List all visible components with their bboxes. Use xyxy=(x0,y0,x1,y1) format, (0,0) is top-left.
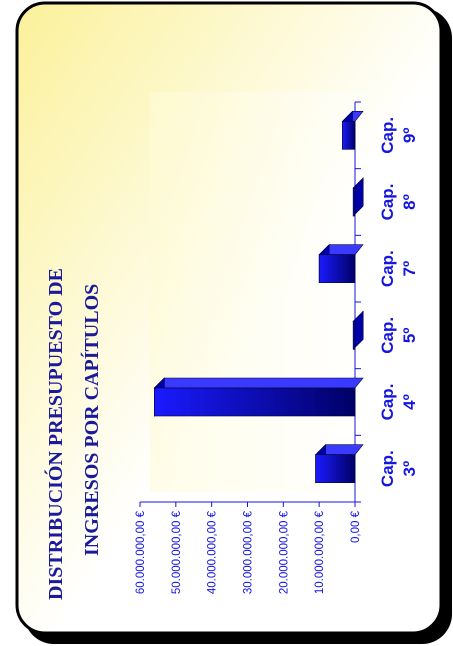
category-label-line-2: 8º xyxy=(400,194,419,210)
bar xyxy=(352,187,356,217)
category-label: Cap. 8º xyxy=(378,184,419,221)
category-label-line-1: Cap. xyxy=(378,184,397,221)
bar xyxy=(154,387,356,417)
value-tick-label: 40.000.000,00 € xyxy=(207,510,219,594)
value-tick-label: 20.000.000,00 € xyxy=(278,510,290,594)
bar xyxy=(318,254,356,283)
category-label: Cap. 7º xyxy=(378,250,419,287)
plot-area: 0,00 € 10.000.000,00 € 20.000.000,00 € 30.0… xyxy=(135,92,419,594)
value-tick-label: 30.000.000,00 € xyxy=(243,510,255,594)
bar xyxy=(352,321,356,350)
category-label-line-2: 7º xyxy=(400,261,419,277)
chart-title-line-1: DISTRIBUCIÓN PRESUPUESTO DE xyxy=(43,268,67,600)
category-label: Cap. 4º xyxy=(378,384,419,421)
category-label-line-1: Cap. xyxy=(378,250,397,287)
category-label-line-2: 9º xyxy=(400,127,419,143)
value-tick-label: 60.000.000,00 € xyxy=(135,510,147,594)
value-tick-label: 50.000.000,00 € xyxy=(171,510,183,594)
category-label-line-1: Cap. xyxy=(378,450,397,487)
category-label: Cap. 3º xyxy=(378,450,419,487)
category-label-line-2: 4º xyxy=(400,394,419,410)
category-label-line-2: 3º xyxy=(400,461,419,477)
bar xyxy=(315,454,356,483)
bar-top-face xyxy=(153,377,364,389)
bar xyxy=(342,121,356,150)
category-label-line-1: Cap. xyxy=(378,117,397,154)
category-label: Cap. 5º xyxy=(378,317,419,354)
plot-back-wall xyxy=(150,92,365,492)
category-label-line-1: Cap. xyxy=(378,384,397,421)
category-label-line-1: Cap. xyxy=(378,317,397,354)
chart-title: DISTRIBUCIÓN PRESUPUESTO DE INGRESOS POR… xyxy=(43,268,103,600)
category-label: Cap. 9º xyxy=(378,117,419,154)
category-label-line-2: 5º xyxy=(400,327,419,343)
value-tick-label: 0,00 € xyxy=(350,510,362,543)
value-tick-label: 10.000.000,00 € xyxy=(314,510,326,594)
chart-title-line-2: INGRESOS POR CAPÍTULOS xyxy=(80,284,103,556)
